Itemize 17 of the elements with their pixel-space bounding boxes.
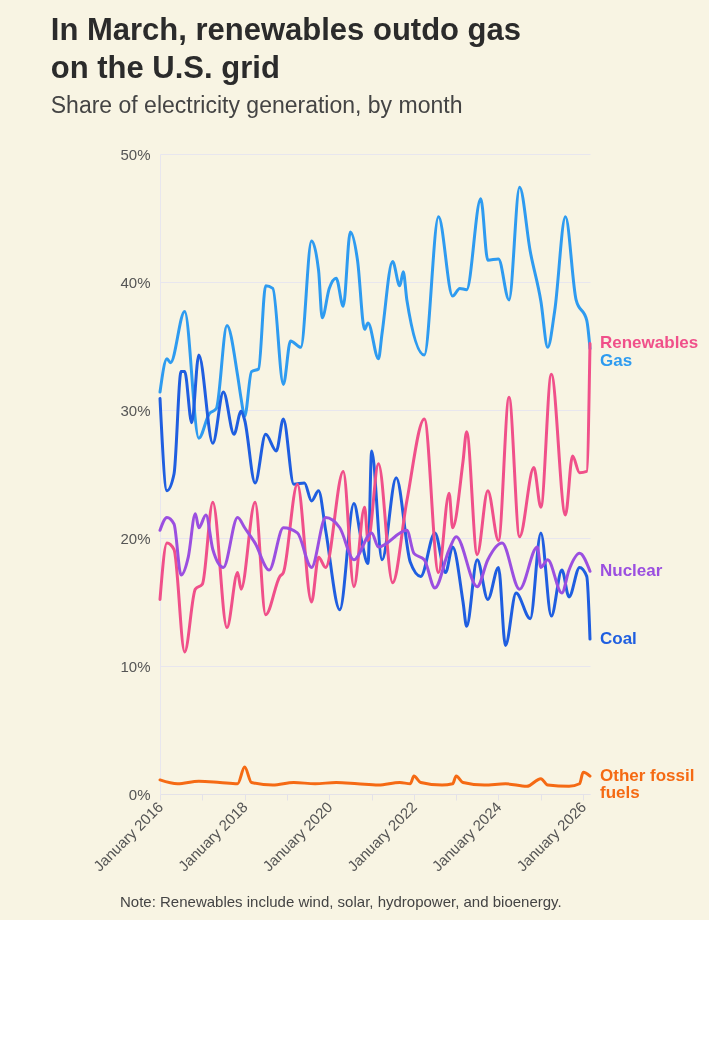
text: Note: Renewables include wind, solar, hydropower, and bioenergy. [120,893,562,910]
y-tick-label: 0% [128,785,151,803]
line-series [158,765,592,788]
series-label: Other fossil fuels [600,766,695,803]
series-label: Gas [600,351,633,371]
line-series [158,185,592,440]
y-tick-label: 50% [120,145,151,163]
series-label: Coal [600,629,637,649]
line-series [158,512,592,595]
y-tick-label: 30% [120,401,151,419]
chart-subtitle: Share of electricity generation, by month [50,92,463,118]
series-label: Renewables [600,333,699,353]
series-label: Nuclear [600,561,663,581]
y-tick-label: 40% [120,273,151,291]
y-tick-label: 10% [120,657,151,675]
y-tick-label: 20% [120,529,151,547]
chart-title: In March, renewables outdo gas on the U.S. grid [50,12,522,85]
